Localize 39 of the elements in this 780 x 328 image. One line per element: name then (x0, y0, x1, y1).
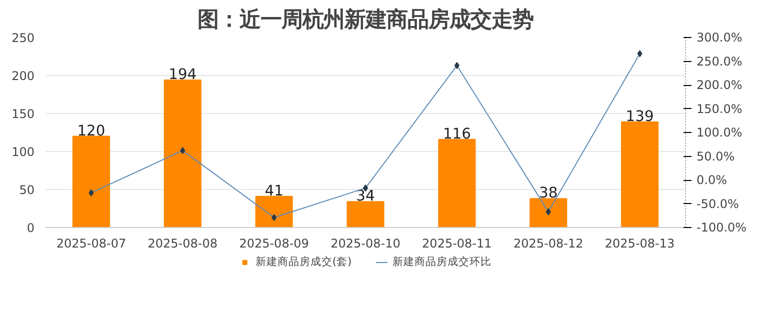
x-tick-label: 2025-08-10 (330, 236, 400, 250)
x-tick-label: 2025-08-08 (148, 236, 218, 250)
x-tick-label: 2025-08-07 (56, 236, 126, 250)
data-label: 34 (356, 188, 375, 205)
y-tick-label: 150 (12, 107, 34, 121)
y-tick-label: 200 (12, 69, 34, 83)
chart-title: 图：近一周杭州新建商品房成交走势 (198, 8, 534, 32)
y2-tick-label: 100.0% (696, 126, 742, 140)
y2-tick-label: 200.0% (696, 78, 742, 92)
bar (255, 196, 293, 228)
x-tick-label: 2025-08-09 (239, 236, 309, 250)
legend-label: 新建商品房成交(套) (255, 255, 352, 269)
data-label: 116 (442, 125, 471, 142)
bar (164, 80, 202, 228)
y2-tick-label: 0.0% (696, 173, 727, 187)
y2-tick-label: -100.0% (696, 220, 747, 234)
bar (346, 201, 384, 228)
data-label: 194 (168, 66, 197, 84)
y-tick-label: 0 (26, 221, 35, 235)
data-label: 120 (77, 122, 106, 140)
x-tick-label: 2025-08-12 (513, 236, 584, 250)
bar (438, 138, 476, 228)
x-tick-label: 2025-08-13 (604, 236, 675, 250)
x-tick-label: 2025-08-11 (422, 236, 492, 250)
data-label: 41 (264, 182, 284, 200)
y2-tick-label: 150.0% (696, 102, 742, 116)
bar (530, 198, 568, 228)
y-tick-label: 100 (12, 145, 34, 159)
y-tick-label: 250 (12, 31, 34, 45)
data-label: 139 (626, 108, 654, 125)
data-label: 38 (539, 184, 558, 202)
y2-tick-label: 300.0% (696, 30, 742, 44)
bar (72, 136, 110, 228)
bar (621, 121, 659, 228)
y-tick-label: 50 (19, 183, 35, 197)
y2-tick-label: -50.0% (696, 196, 739, 211)
legend-label: 新建商品房成交环比 (392, 255, 492, 269)
y2-tick-label: 50.0% (696, 149, 735, 164)
y2-tick-label: 250.0% (696, 54, 742, 68)
